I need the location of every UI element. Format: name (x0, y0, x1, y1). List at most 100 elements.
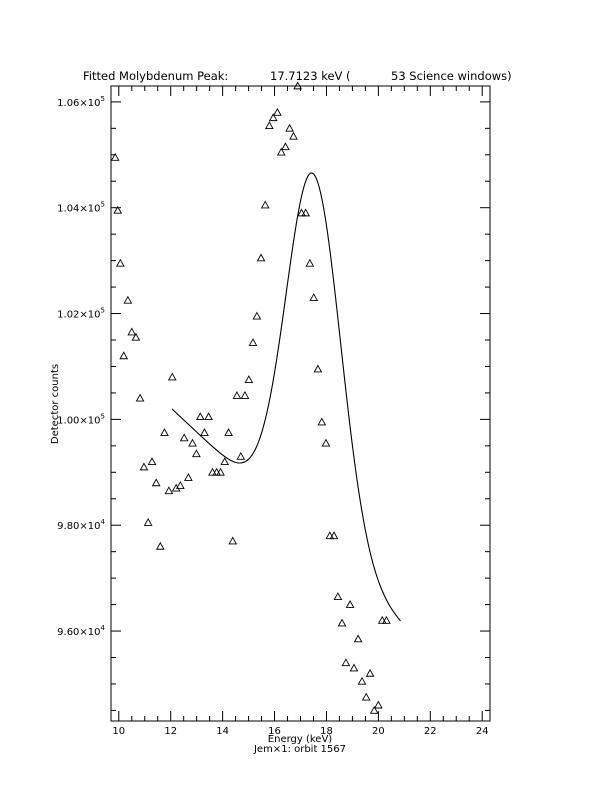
data-point-triangle (175, 480, 185, 489)
data-point-triangle (244, 375, 254, 384)
data-point-triangle (110, 152, 120, 161)
y-tick-mantissa: 1.04×10 (57, 204, 100, 215)
data-point-triangle (143, 518, 153, 526)
data-point-triangle (361, 692, 371, 701)
y-axis-ticks: 9.60×1049.80×1041.00×1051.02×1051.04×105… (57, 95, 490, 711)
y-tick-exponent: 4 (101, 624, 106, 632)
data-point-triangle (248, 338, 258, 346)
data-point-triangle (151, 478, 161, 487)
data-point-triangle (377, 615, 387, 624)
data-point-triangle (268, 113, 278, 122)
data-point-triangle (365, 668, 375, 677)
data-point-triangle (195, 412, 205, 421)
y-tick-exponent: 5 (101, 412, 105, 420)
data-point-triangle (240, 391, 250, 399)
data-point-triangle (171, 483, 181, 492)
data-point-triangle (147, 457, 157, 466)
data-point-triangle (236, 451, 246, 460)
data-point-triangle (317, 417, 327, 426)
data-point-triangle (382, 615, 391, 624)
data-point-triangle (260, 200, 270, 209)
data-point-triangle (353, 634, 363, 643)
data-point-triangle (325, 531, 335, 540)
data-point-triangle (289, 131, 298, 140)
y-tick-exponent: 5 (101, 307, 105, 315)
y-tick-label: 1.04×105 (57, 201, 105, 215)
data-point-triangle (309, 293, 319, 301)
data-point-triangle (179, 433, 189, 442)
data-point-triangle (192, 449, 201, 458)
data-point-triangle (313, 364, 323, 373)
data-point-triangle (123, 295, 133, 304)
plot-frame (110, 85, 491, 722)
x-axis-label: Energy (keV) (268, 734, 333, 745)
fit-curve (171, 172, 401, 622)
data-point-triangle (160, 428, 169, 436)
data-point-triangle (329, 531, 339, 540)
data-point-triangle (224, 428, 233, 436)
x-tick-label: 12 (164, 726, 177, 737)
data-point-triangle (281, 142, 290, 151)
data-point-triangle (256, 253, 266, 262)
x-tick-label: 10 (112, 726, 125, 737)
data-point-triangle (131, 332, 141, 341)
x-tick-label: 20 (372, 726, 385, 737)
data-point-triangle (232, 391, 242, 399)
y-tick-exponent: 4 (101, 518, 106, 526)
y-axis-label: Detector counts (50, 364, 61, 444)
data-point-triangle (113, 205, 123, 214)
y-tick-mantissa: 1.00×10 (57, 415, 100, 426)
y-tick-label: 1.00×105 (57, 412, 105, 426)
x-tick-label: 16 (268, 726, 281, 737)
data-point-triangle (155, 541, 165, 550)
data-point-triangle (167, 372, 177, 381)
data-point-triangle (115, 258, 125, 267)
data-point-triangle (369, 705, 379, 714)
data-point-triangle (349, 663, 359, 672)
data-point-triangle (200, 428, 209, 436)
data-point-triangle (228, 536, 238, 545)
data-point-triangle (204, 412, 213, 421)
data-point-triangle (188, 438, 197, 447)
data-point-triangle (164, 486, 174, 495)
x-tick-label: 18 (320, 726, 333, 737)
x-tick-label: 14 (216, 726, 229, 737)
data-point-triangle (139, 462, 149, 471)
data-point-triangle (127, 327, 137, 336)
data-point-triangle (208, 467, 217, 476)
y-tick-label: 9.80×104 (57, 518, 105, 532)
y-tick-exponent: 5 (101, 201, 105, 209)
data-point-triangle (220, 457, 230, 466)
y-tick-mantissa: 9.60×10 (57, 627, 100, 638)
data-point-triangle (305, 258, 315, 267)
data-point-triangle (321, 438, 331, 447)
data-point-triangle (183, 473, 193, 481)
chart-subtitle: Jem×1: orbit 1567 (253, 744, 346, 755)
data-point-triangle (293, 81, 303, 90)
x-axis-ticks: 10 12 14 16 18 20 22 24 (112, 86, 489, 737)
y-tick-exponent: 5 (101, 95, 105, 103)
y-tick-label: 1.02×105 (57, 307, 105, 321)
chart-title-energy: 17.7123 keV ( (270, 69, 351, 83)
data-point-triangle (301, 208, 311, 217)
y-tick-label: 9.60×104 (57, 624, 105, 638)
data-point-triangle (297, 208, 306, 217)
data-point-triangle (135, 393, 145, 402)
y-tick-mantissa: 1.02×10 (57, 310, 100, 321)
y-tick-label: 1.06×105 (57, 95, 105, 109)
x-tick-label: 22 (424, 726, 437, 737)
data-point-triangle (341, 658, 351, 667)
data-point-triangle (264, 121, 274, 130)
data-point-triangle (374, 700, 383, 709)
data-point-triangle (252, 311, 262, 320)
y-tick-mantissa: 1.06×10 (57, 98, 100, 109)
data-point-triangle (357, 676, 367, 685)
y-tick-mantissa: 9.80×10 (57, 521, 100, 532)
x-tick-label: 24 (476, 726, 489, 737)
data-point-triangle (345, 600, 355, 608)
data-points (110, 81, 391, 714)
data-point-triangle (285, 123, 294, 132)
chart-title-label: Fitted Molybdenum Peak: (83, 69, 228, 83)
data-point-triangle (333, 592, 343, 600)
